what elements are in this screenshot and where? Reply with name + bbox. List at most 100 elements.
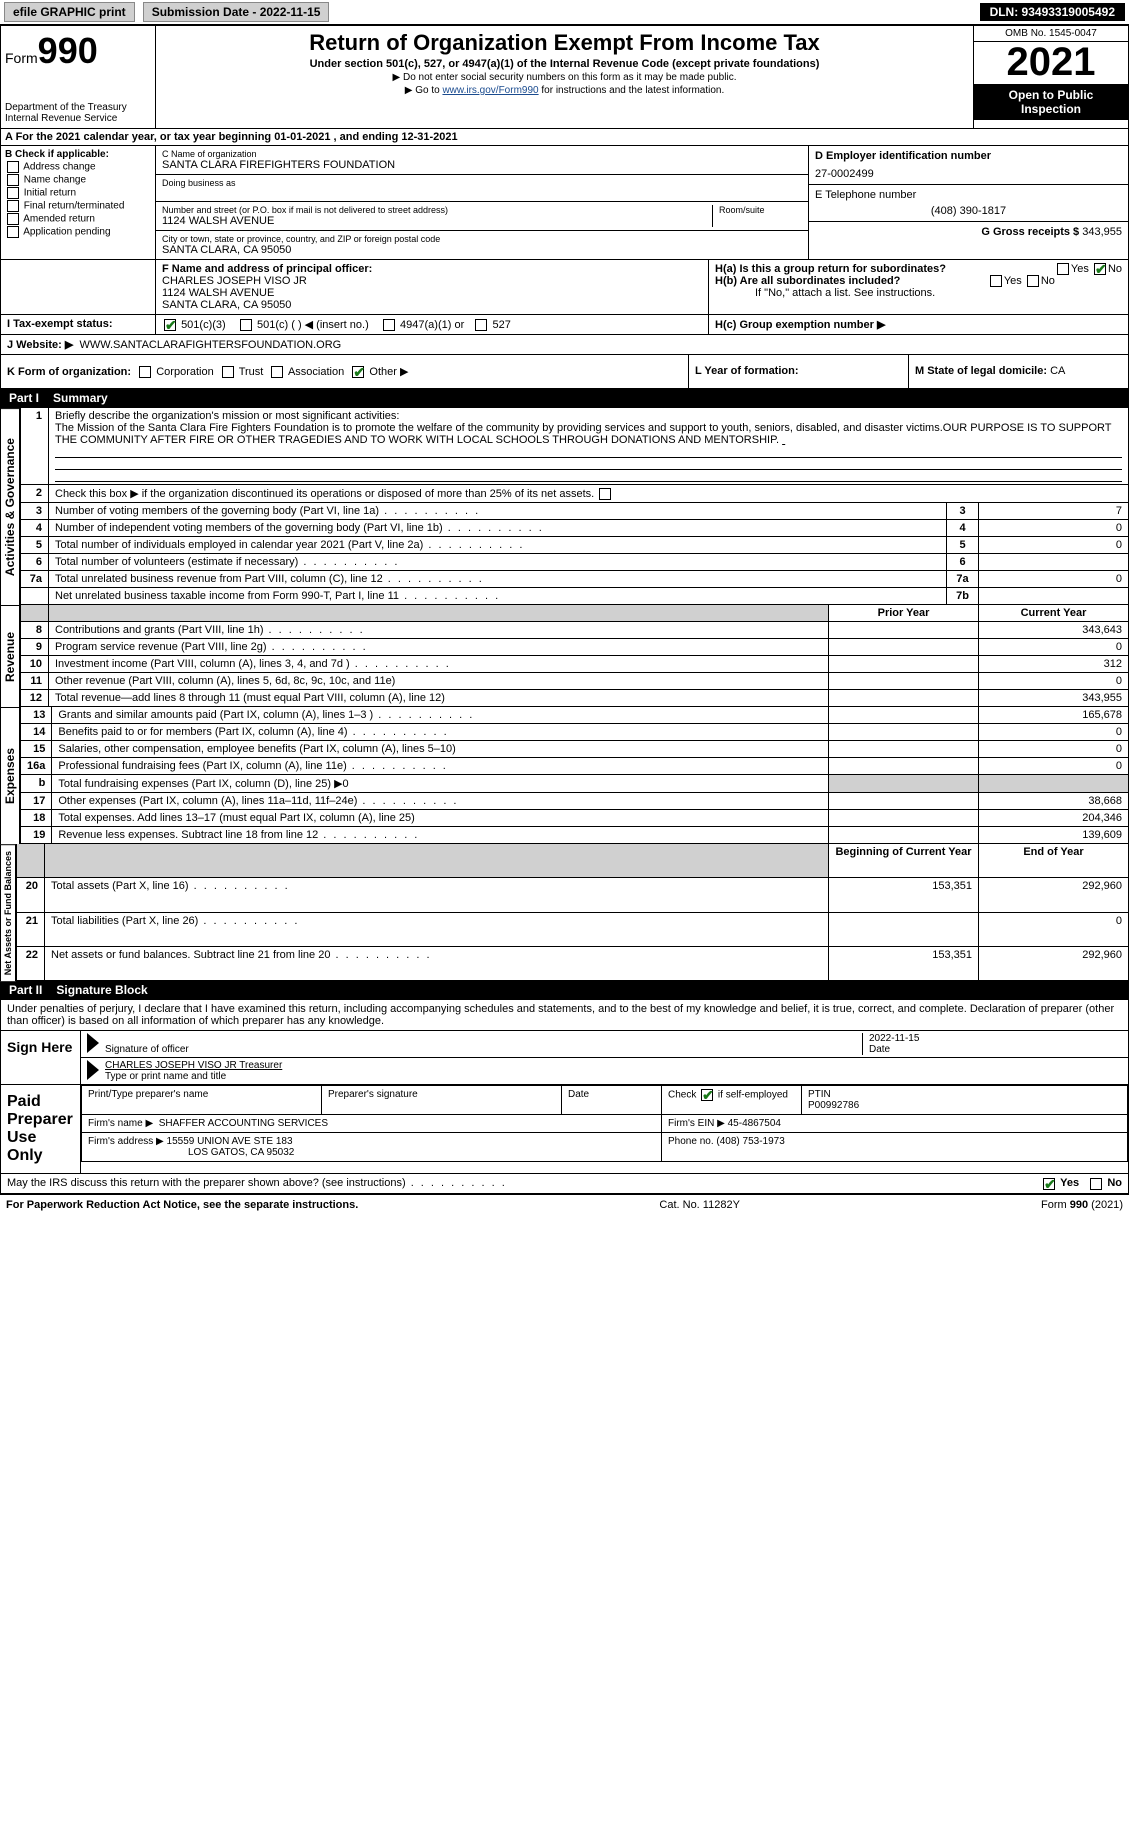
ck-assoc[interactable] bbox=[271, 366, 283, 378]
p-21 bbox=[829, 912, 979, 946]
discuss-q: May the IRS discuss this return with the… bbox=[1, 1174, 928, 1192]
part2-title: Signature Block bbox=[56, 983, 147, 997]
ck-hb-yes[interactable] bbox=[990, 275, 1002, 287]
ck-initial-return[interactable] bbox=[7, 187, 19, 199]
ck-corp[interactable] bbox=[139, 366, 151, 378]
ssn-note: ▶ Do not enter social security numbers o… bbox=[160, 72, 969, 83]
page-footer: For Paperwork Reduction Act Notice, see … bbox=[0, 1194, 1129, 1215]
p-16a bbox=[829, 758, 979, 775]
j-label: J Website: ▶ bbox=[7, 339, 73, 351]
p-8 bbox=[829, 622, 979, 639]
t-22: Net assets or fund balances. Subtract li… bbox=[45, 947, 829, 981]
tax-year: 2021 bbox=[974, 42, 1128, 82]
ck-discuss-yes[interactable] bbox=[1043, 1178, 1055, 1190]
t-10: Investment income (Part VIII, column (A)… bbox=[49, 656, 829, 673]
form-header: Form990 Department of the Treasury Inter… bbox=[0, 25, 1129, 129]
t-13: Grants and similar amounts paid (Part IX… bbox=[52, 707, 829, 724]
p-15 bbox=[829, 741, 979, 758]
t-17: Other expenses (Part IX, column (A), lin… bbox=[52, 793, 829, 810]
ha-yes: Yes bbox=[1071, 263, 1089, 275]
lbl-name-change: Name change bbox=[24, 175, 86, 186]
ha-label: H(a) Is this a group return for subordin… bbox=[715, 263, 946, 275]
hdr-end: End of Year bbox=[979, 844, 1129, 877]
ck-501c[interactable] bbox=[240, 319, 252, 331]
ck-address-change[interactable] bbox=[7, 161, 19, 173]
h-sig: Preparer's signature bbox=[322, 1086, 562, 1115]
form-title: Return of Organization Exempt From Incom… bbox=[160, 30, 969, 56]
row-11: 11Other revenue (Part VIII, column (A), … bbox=[21, 673, 1129, 690]
p-16b bbox=[829, 775, 979, 793]
row-22: 22Net assets or fund balances. Subtract … bbox=[17, 947, 1129, 981]
opt-other: Other ▶ bbox=[369, 366, 408, 378]
row-16b: bTotal fundraising expenses (Part IX, co… bbox=[21, 775, 1129, 793]
hb-note: If "No," attach a list. See instructions… bbox=[715, 287, 1122, 299]
preparer-table: Print/Type preparer's name Preparer's si… bbox=[81, 1085, 1128, 1162]
ck-name-change[interactable] bbox=[7, 174, 19, 186]
p-20: 153,351 bbox=[829, 878, 979, 912]
col-c: C Name of organization SANTA CLARA FIREF… bbox=[156, 146, 808, 259]
ck-4947[interactable] bbox=[383, 319, 395, 331]
ck-ha-yes[interactable] bbox=[1057, 263, 1069, 275]
row-20: 20Total assets (Part X, line 16)153,3512… bbox=[17, 878, 1129, 912]
date-label: Date bbox=[869, 1044, 1122, 1055]
sidebar-net: Net Assets or Fund Balances bbox=[0, 844, 16, 981]
website-url: WWW.SANTACLARAFIGHTERSFOUNDATION.ORG bbox=[79, 339, 341, 351]
ck-501c3[interactable] bbox=[164, 319, 176, 331]
ck-final-return[interactable] bbox=[7, 200, 19, 212]
t-19: Revenue less expenses. Subtract line 18 … bbox=[52, 827, 829, 844]
row-3: 3Number of voting members of the governi… bbox=[21, 503, 1129, 520]
ck-other[interactable] bbox=[352, 366, 364, 378]
t-18: Total expenses. Add lines 13–17 (must eq… bbox=[52, 810, 829, 827]
goto-note: ▶ Go to www.irs.gov/Form990 for instruct… bbox=[160, 85, 969, 96]
row-4: 4Number of independent voting members of… bbox=[21, 520, 1129, 537]
line-a: A For the 2021 calendar year, or tax yea… bbox=[0, 129, 1129, 146]
sig-of-officer: Signature of officer bbox=[105, 1044, 189, 1055]
c-22: 292,960 bbox=[979, 947, 1129, 981]
c-name-label: C Name of organization bbox=[162, 149, 802, 159]
ck-app-pending[interactable] bbox=[7, 226, 19, 238]
ck-ha-no[interactable] bbox=[1094, 263, 1106, 275]
lbl-final-return: Final return/terminated bbox=[24, 201, 125, 212]
t-6: Total number of volunteers (estimate if … bbox=[49, 554, 947, 571]
top-bar: efile GRAPHIC print Submission Date - 20… bbox=[0, 0, 1129, 25]
p-14 bbox=[829, 724, 979, 741]
part1-title: Summary bbox=[53, 391, 108, 405]
city-label: City or town, state or province, country… bbox=[162, 234, 802, 244]
ck-amended[interactable] bbox=[7, 213, 19, 225]
opt-4947: 4947(a)(1) or bbox=[400, 319, 464, 331]
expenses-table: 13Grants and similar amounts paid (Part … bbox=[20, 707, 1129, 844]
row-17: 17Other expenses (Part IX, column (A), l… bbox=[21, 793, 1129, 810]
phone: (408) 390-1817 bbox=[815, 205, 1122, 217]
t-16b: Total fundraising expenses (Part IX, col… bbox=[52, 775, 829, 793]
form-990: 990 bbox=[38, 30, 98, 71]
ck-line2[interactable] bbox=[599, 488, 611, 500]
ck-hb-no[interactable] bbox=[1027, 275, 1039, 287]
irs-link[interactable]: www.irs.gov/Form990 bbox=[442, 85, 538, 96]
form-subtitle: Under section 501(c), 527, or 4947(a)(1)… bbox=[160, 58, 969, 70]
sign-date: 2022-11-15 bbox=[869, 1033, 1122, 1044]
ck-trust[interactable] bbox=[222, 366, 234, 378]
firm-ein-label: Firm's EIN ▶ bbox=[668, 1118, 725, 1129]
p-18 bbox=[829, 810, 979, 827]
hb-label: H(b) Are all subordinates included? bbox=[715, 275, 900, 287]
ck-discuss-no[interactable] bbox=[1090, 1178, 1102, 1190]
p-10 bbox=[829, 656, 979, 673]
form-footer: Form 990 (2021) bbox=[1041, 1199, 1123, 1211]
t-14: Benefits paid to or for members (Part IX… bbox=[52, 724, 829, 741]
hdr-prior: Prior Year bbox=[829, 605, 979, 622]
triangle-icon-2 bbox=[87, 1060, 99, 1080]
row-7b: Net unrelated business taxable income fr… bbox=[21, 588, 1129, 605]
paid-preparer-block: Paid Preparer Use Only Print/Type prepar… bbox=[0, 1085, 1129, 1174]
efile-badge: efile GRAPHIC print bbox=[4, 2, 135, 22]
ck-self-employed[interactable] bbox=[701, 1089, 713, 1101]
triangle-icon bbox=[87, 1033, 99, 1053]
ck-527[interactable] bbox=[475, 319, 487, 331]
form-header-center: Return of Organization Exempt From Incom… bbox=[156, 26, 973, 128]
c-11: 0 bbox=[979, 673, 1129, 690]
opt-501c: 501(c) ( ) ◀ (insert no.) bbox=[257, 319, 369, 331]
part2-text: Under penalties of perjury, I declare th… bbox=[0, 1000, 1129, 1031]
row-i: I Tax-exempt status: 501(c)(3) 501(c) ( … bbox=[0, 315, 1129, 335]
c-12: 343,955 bbox=[979, 690, 1129, 707]
gross-receipts: 343,955 bbox=[1082, 226, 1122, 238]
form-header-left: Form990 Department of the Treasury Inter… bbox=[1, 26, 156, 128]
